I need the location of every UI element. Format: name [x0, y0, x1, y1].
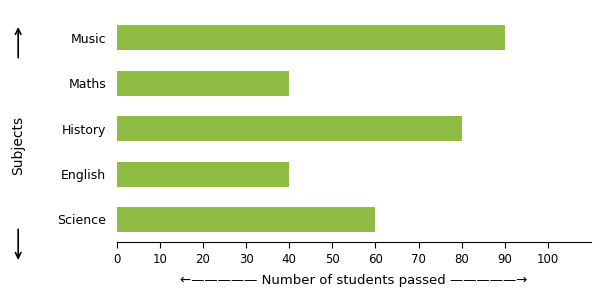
Bar [117, 162, 289, 187]
Bar [117, 71, 289, 96]
Bar [117, 25, 505, 50]
Text: Subjects: Subjects [11, 115, 25, 175]
X-axis label: ←————— Number of students passed —————→: ←————— Number of students passed —————→ [180, 274, 528, 287]
Bar [117, 207, 375, 232]
Bar [117, 116, 462, 141]
